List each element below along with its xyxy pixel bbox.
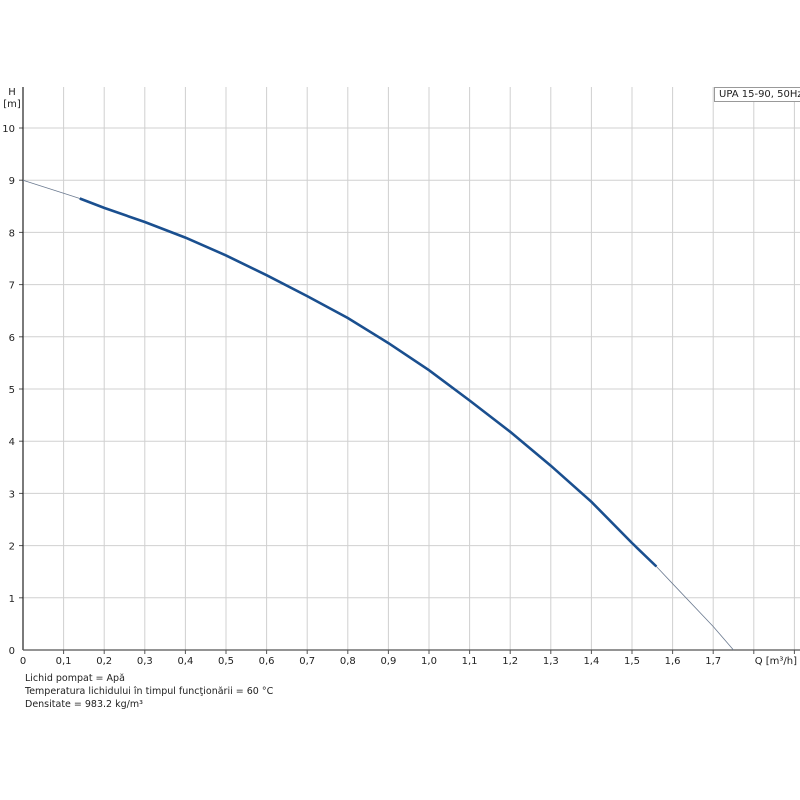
- x-tick-label: 1,7: [705, 656, 721, 667]
- y-tick-label: 8: [9, 228, 15, 239]
- legend-entry: UPA 15-90, 50Hz: [719, 89, 800, 100]
- x-tick-label: 1,1: [462, 656, 478, 667]
- x-tick-label: 0,7: [299, 656, 315, 667]
- x-tick-label: 1,0: [421, 656, 437, 667]
- x-tick-label: 1,3: [543, 656, 559, 667]
- y-tick-label: 2: [9, 542, 15, 553]
- legend: UPA 15-90, 50Hz: [714, 87, 800, 102]
- x-tick-label: 1,6: [665, 656, 681, 667]
- note-fluid: Lichid pompat = Apă: [25, 673, 125, 684]
- x-tick-label: 0,2: [96, 656, 112, 667]
- x-tick-label: 0,8: [340, 656, 356, 667]
- x-tick-label: 0,1: [56, 656, 72, 667]
- note-temperature: Temperatura lichidului în timpul funcţio…: [25, 686, 274, 697]
- x-tick-label: 0,6: [259, 656, 275, 667]
- y-tick-label: 4: [9, 437, 15, 448]
- y-tick-label: 7: [9, 281, 15, 292]
- note-density: Densitate = 983.2 kg/m³: [25, 699, 143, 710]
- x-tick-label: 0: [20, 656, 26, 667]
- y-tick-label: 1: [9, 594, 15, 605]
- y-tick-label: 10: [2, 124, 15, 135]
- pump-curve-operating: [79, 197, 658, 568]
- x-axis-label: Q [m³/h]: [755, 656, 797, 667]
- x-tick-label: 1,5: [624, 656, 640, 667]
- y-axis-unit: [m]: [3, 99, 21, 110]
- x-tick-label: 0,9: [380, 656, 396, 667]
- pump-curve-full: [22, 179, 734, 651]
- y-tick-label: 9: [9, 176, 15, 187]
- x-tick-label: 1,4: [583, 656, 599, 667]
- y-tick-label: 3: [9, 489, 15, 500]
- y-tick-label: 0: [9, 646, 15, 657]
- x-tick-label: 1,2: [502, 656, 518, 667]
- fluid-notes: Lichid pompat = Apă Temperatura lichidul…: [25, 672, 273, 711]
- y-axis-label: H: [8, 87, 16, 98]
- x-tick-label: 0,3: [137, 656, 153, 667]
- y-tick-label: 6: [9, 333, 15, 344]
- y-tick-label: 5: [9, 385, 15, 396]
- x-tick-label: 0,5: [218, 656, 234, 667]
- x-tick-label: 0,4: [177, 656, 193, 667]
